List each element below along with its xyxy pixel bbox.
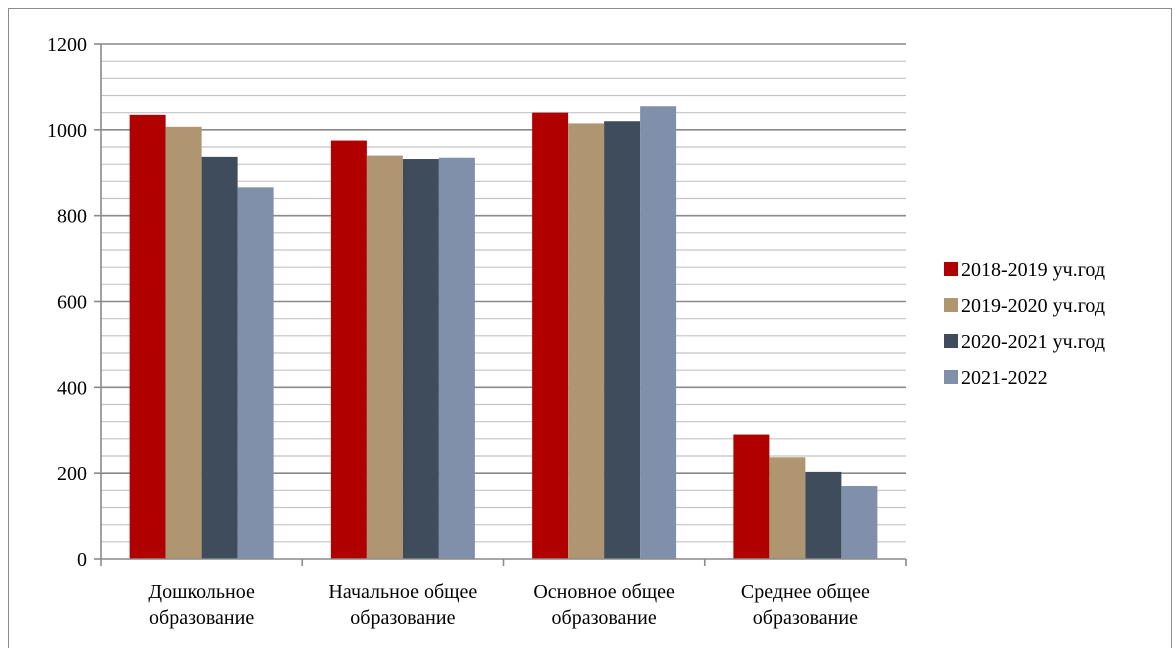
legend-swatch (944, 334, 958, 348)
y-tick-label: 0 (77, 549, 87, 571)
x-category-label: Основное общее образование (533, 581, 675, 629)
bar (568, 123, 605, 559)
bars (129, 106, 878, 560)
y-tick-label: 800 (57, 206, 87, 228)
bar (604, 121, 641, 559)
legend: 2018-2019 уч.год 2019-2020 уч.год 2020-202… (944, 259, 1105, 389)
bar (733, 434, 770, 559)
x-category-labels: Дошкольное образование Начальное общее обра… (148, 581, 870, 629)
bar (769, 457, 806, 559)
legend-label: 2019-2020 уч.год (961, 295, 1105, 317)
legend-label: 2021-2022 (961, 367, 1048, 389)
x-category-label: Среднее общее образование (741, 581, 870, 629)
y-tick-label: 1000 (47, 120, 87, 142)
bar (532, 112, 569, 560)
bar (129, 114, 166, 559)
y-tick-label: 400 (57, 377, 87, 399)
bar (640, 106, 677, 560)
bar (841, 486, 878, 559)
y-tick-label: 200 (57, 463, 87, 485)
axes (94, 43, 907, 566)
bar (366, 155, 403, 560)
x-category-label: Дошкольное образование (148, 581, 255, 629)
bar (438, 157, 475, 559)
bar (805, 471, 842, 559)
legend-swatch (944, 370, 958, 384)
bar (165, 126, 202, 560)
y-tick-label: 1200 (47, 34, 87, 56)
bar (201, 156, 238, 559)
y-tick-label: 600 (57, 292, 87, 314)
y-tick-labels: 0 200 400 600 800 1000 1200 (47, 34, 87, 571)
legend-label: 2018-2019 уч.год (961, 259, 1105, 281)
legend-label: 2020-2021 уч.год (961, 331, 1105, 353)
bar (402, 159, 439, 559)
x-category-label: Начальное общее образование (328, 581, 477, 629)
legend-swatch (944, 298, 958, 312)
bar (237, 187, 274, 559)
legend-swatch (944, 262, 958, 276)
bar (330, 140, 367, 559)
